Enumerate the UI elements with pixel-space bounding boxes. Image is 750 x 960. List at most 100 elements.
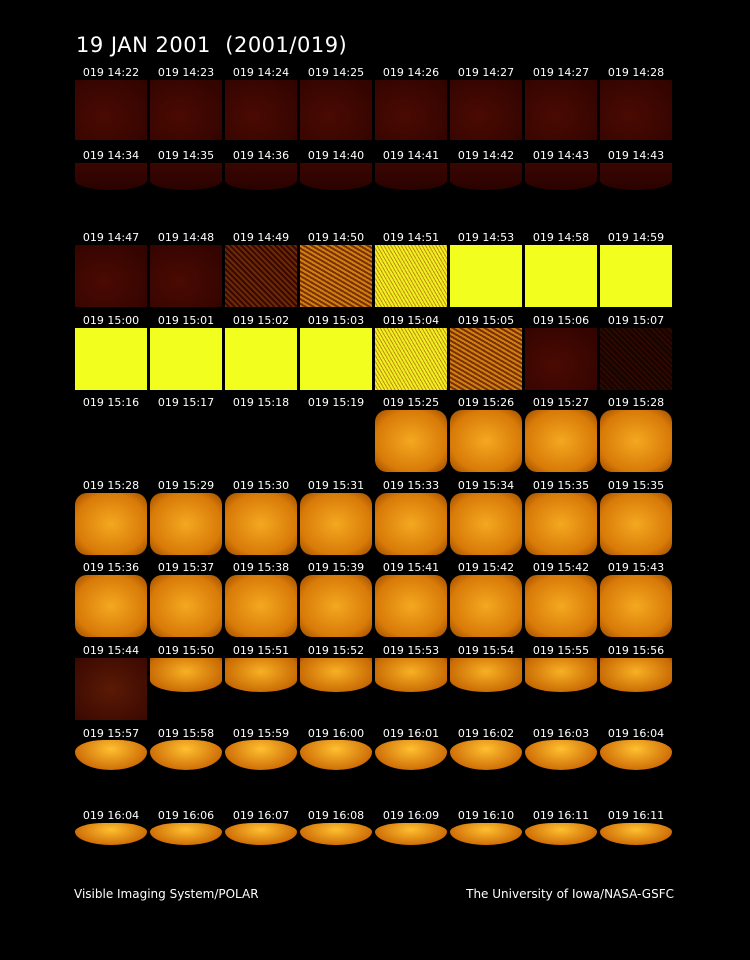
frame-image	[525, 410, 597, 472]
frame-label: 019 14:35	[157, 149, 215, 162]
frame-label: 019 15:19	[307, 396, 365, 409]
frame-label: 019 14:22	[82, 66, 140, 79]
frame-image	[450, 823, 522, 845]
frame-label: 019 14:25	[307, 66, 365, 79]
frame-image	[225, 80, 297, 140]
frame-image	[375, 245, 447, 307]
frame-image	[150, 493, 222, 555]
frame-label: 019 16:06	[157, 809, 215, 822]
frame-image	[600, 575, 672, 637]
frame-label: 019 14:27	[457, 66, 515, 79]
frame-image	[150, 163, 222, 190]
frame-label: 019 15:25	[382, 396, 440, 409]
frame-image	[375, 740, 447, 770]
frame-image	[375, 80, 447, 140]
frame-image	[450, 493, 522, 555]
frame-image	[300, 823, 372, 845]
frame-label: 019 15:39	[307, 561, 365, 574]
frame-image	[600, 740, 672, 770]
frame-image	[600, 658, 672, 692]
frame-label: 019 14:59	[607, 231, 665, 244]
frame-image	[225, 575, 297, 637]
frame-label: 019 16:09	[382, 809, 440, 822]
frame-label: 019 16:01	[382, 727, 440, 740]
frame-image	[225, 245, 297, 307]
frame-image	[225, 658, 297, 692]
footer-left: Visible Imaging System/POLAR	[74, 887, 259, 901]
frame-image	[75, 493, 147, 555]
frame-label: 019 15:58	[157, 727, 215, 740]
frame-image	[225, 493, 297, 555]
frame-label: 019 15:41	[382, 561, 440, 574]
frame-image	[600, 410, 672, 472]
frame-label: 019 15:31	[307, 479, 365, 492]
frame-label: 019 15:36	[82, 561, 140, 574]
frame-label: 019 15:27	[532, 396, 590, 409]
frame-label: 019 15:04	[382, 314, 440, 327]
frame-label: 019 15:43	[607, 561, 665, 574]
frame-image	[300, 658, 372, 692]
frame-label: 019 14:24	[232, 66, 290, 79]
frame-image	[300, 575, 372, 637]
frame-image	[150, 740, 222, 770]
frame-label: 019 14:26	[382, 66, 440, 79]
frame-image	[75, 658, 147, 720]
frame-label: 019 15:30	[232, 479, 290, 492]
frame-image	[300, 493, 372, 555]
frame-image	[375, 328, 447, 390]
frame-label: 019 16:00	[307, 727, 365, 740]
frame-image	[300, 163, 372, 190]
frame-image	[525, 163, 597, 190]
frame-label: 019 14:51	[382, 231, 440, 244]
frame-label: 019 15:29	[157, 479, 215, 492]
frame-image	[375, 823, 447, 845]
frame-label: 019 15:26	[457, 396, 515, 409]
frame-image	[525, 493, 597, 555]
frame-image	[450, 328, 522, 390]
frame-label: 019 16:10	[457, 809, 515, 822]
frame-image	[75, 740, 147, 770]
frame-label: 019 14:48	[157, 231, 215, 244]
frame-label: 019 15:54	[457, 644, 515, 657]
frame-image	[600, 163, 672, 190]
frame-label: 019 16:03	[532, 727, 590, 740]
frame-label: 019 15:18	[232, 396, 290, 409]
frame-label: 019 14:53	[457, 231, 515, 244]
frame-label: 019 15:00	[82, 314, 140, 327]
frame-image	[375, 575, 447, 637]
frame-image	[450, 80, 522, 140]
frame-image	[150, 658, 222, 692]
frame-label: 019 15:28	[82, 479, 140, 492]
frame-image	[525, 328, 597, 390]
frame-label: 019 15:34	[457, 479, 515, 492]
frame-image	[525, 245, 597, 307]
frame-label: 019 15:16	[82, 396, 140, 409]
footer-right: The University of Iowa/NASA-GSFC	[466, 887, 674, 901]
frame-label: 019 14:28	[607, 66, 665, 79]
frame-image	[525, 823, 597, 845]
frame-image	[525, 575, 597, 637]
frame-image	[75, 163, 147, 190]
frame-image	[225, 328, 297, 390]
frame-image	[600, 493, 672, 555]
frame-label: 019 16:11	[532, 809, 590, 822]
frame-label: 019 15:42	[532, 561, 590, 574]
frame-label: 019 15:06	[532, 314, 590, 327]
frame-label: 019 14:42	[457, 149, 515, 162]
frame-label: 019 15:28	[607, 396, 665, 409]
title: 19 JAN 2001 (2001/019)	[76, 33, 348, 57]
frame-label: 019 15:03	[307, 314, 365, 327]
frame-image	[75, 823, 147, 845]
frame-image	[75, 575, 147, 637]
frame-image	[300, 740, 372, 770]
frame-label: 019 16:07	[232, 809, 290, 822]
frame-image	[600, 245, 672, 307]
frame-image	[225, 823, 297, 845]
frame-label: 019 15:35	[607, 479, 665, 492]
frame-label: 019 14:23	[157, 66, 215, 79]
frame-image	[75, 80, 147, 140]
frame-label: 019 15:56	[607, 644, 665, 657]
frame-image	[150, 328, 222, 390]
frame-image	[300, 245, 372, 307]
